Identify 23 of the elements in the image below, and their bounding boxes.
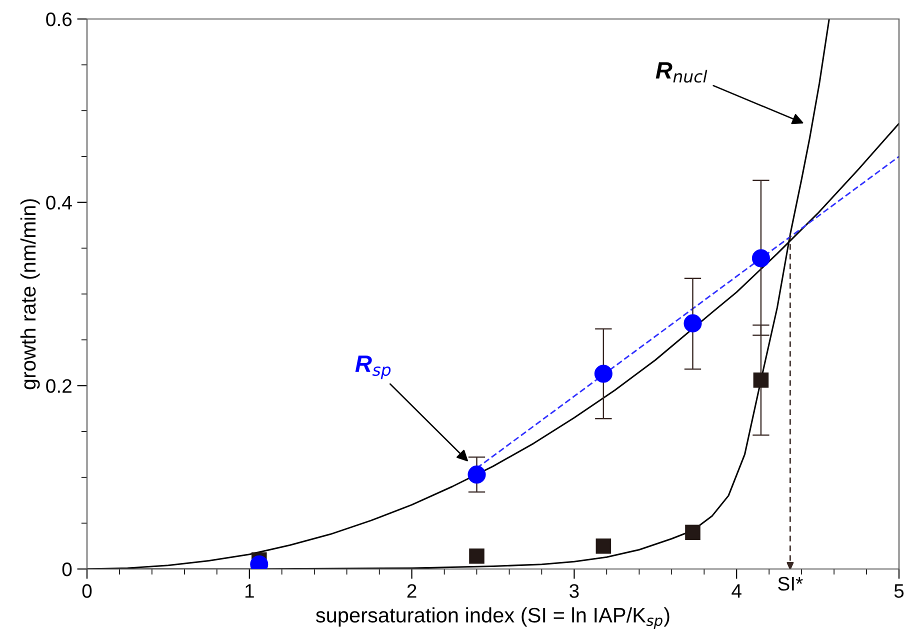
y-axis-title: growth rate (nm/min) <box>20 199 40 390</box>
point <box>596 538 612 554</box>
x-tick-label: 2 <box>407 584 416 598</box>
point <box>469 548 484 564</box>
point <box>685 524 700 540</box>
point <box>752 249 770 268</box>
point <box>468 466 486 484</box>
point <box>594 364 612 383</box>
point <box>684 314 702 332</box>
annotation: R$_{sp}$ <box>355 356 391 380</box>
x-tick-label: 0 <box>82 584 92 598</box>
x-axis-title: supersaturation index (SI = ln IAP/K$_{sp}$) <box>316 607 670 629</box>
y-tick-label: 0 <box>62 562 72 576</box>
y-tick-label: 0.4 <box>46 196 72 210</box>
x-tick-label: 1 <box>245 584 254 598</box>
x-tick-label: 4 <box>732 584 742 598</box>
annotation: R$_{nucl}$ <box>656 62 708 83</box>
x-tick-label: 3 <box>570 584 579 598</box>
x-tick-label: 5 <box>894 584 904 598</box>
y-tick-label: 0.2 <box>46 379 72 393</box>
y-tick-label: 0.6 <box>46 12 72 26</box>
annotation: SI* <box>778 576 803 591</box>
point <box>753 372 769 388</box>
